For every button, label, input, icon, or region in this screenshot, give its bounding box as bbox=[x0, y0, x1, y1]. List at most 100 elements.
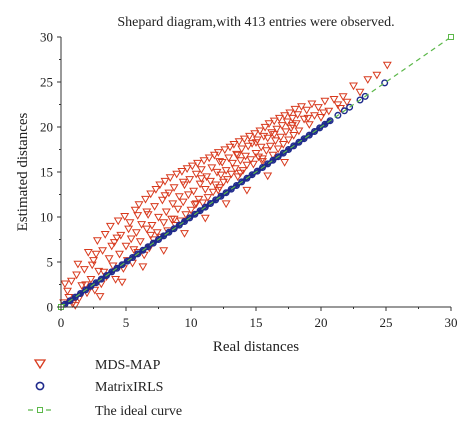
mds-map-point bbox=[216, 171, 226, 180]
mds-map-point bbox=[290, 105, 300, 114]
mds-map-point bbox=[193, 159, 202, 168]
mds-map-point bbox=[242, 161, 252, 170]
mds-map-point bbox=[287, 122, 297, 130]
mds-map-point bbox=[130, 206, 140, 215]
mds-map-point bbox=[165, 174, 175, 182]
legend-item-ideal-curve: The ideal curve bbox=[28, 404, 182, 419]
ideal-curve-line bbox=[60, 36, 452, 308]
mds-map-point bbox=[259, 132, 269, 141]
chart-title: Shepard diagram,with 413 entries were ob… bbox=[117, 15, 394, 30]
legend-item-mds-map: MDS-MAP bbox=[33, 358, 161, 373]
mds-map-point bbox=[178, 178, 188, 187]
matrixirls-point bbox=[227, 185, 235, 193]
mds-map-point bbox=[174, 193, 184, 201]
mds-map-point bbox=[342, 98, 352, 107]
mds-map-point bbox=[172, 170, 182, 179]
mds-map-point bbox=[79, 266, 89, 274]
mds-map-point bbox=[147, 222, 157, 230]
matrixirls-point bbox=[274, 153, 282, 161]
mds-map-point bbox=[133, 212, 143, 220]
mds-map-point bbox=[141, 195, 150, 204]
mds-map-point bbox=[224, 154, 234, 163]
mds-map-point bbox=[215, 158, 225, 166]
mds-map-point bbox=[117, 278, 127, 287]
matrixirls-point bbox=[346, 103, 354, 111]
mds-map-point bbox=[146, 231, 156, 240]
mds-map-point bbox=[195, 180, 205, 189]
mds-map-point bbox=[200, 214, 210, 223]
mds-map-point bbox=[186, 206, 196, 215]
mds-map-point bbox=[246, 156, 256, 164]
mds-map-point bbox=[237, 145, 247, 154]
mds-map-point bbox=[90, 286, 100, 295]
mds-map-point bbox=[313, 104, 323, 112]
mds-map-point bbox=[100, 231, 110, 239]
mds-map-point bbox=[160, 192, 170, 200]
matrixirls-point bbox=[279, 149, 287, 157]
mds-map-point bbox=[269, 117, 279, 126]
mds-map-point bbox=[196, 175, 206, 183]
mds-map-point bbox=[126, 235, 136, 244]
matrixirls-point bbox=[238, 178, 246, 186]
x-tick-label: 25 bbox=[380, 315, 393, 330]
mds-map-point bbox=[294, 127, 304, 136]
mds-map-point bbox=[233, 173, 243, 182]
mds-map-point bbox=[203, 194, 213, 202]
mds-map-point bbox=[89, 257, 98, 265]
mds-map-point bbox=[225, 143, 235, 152]
matrixirls-point bbox=[71, 293, 79, 301]
matrixirls-point bbox=[201, 203, 209, 211]
mds-map-point bbox=[189, 187, 199, 196]
mds-map-point bbox=[276, 133, 286, 142]
matrixirls-point bbox=[253, 167, 261, 175]
mds-map-point bbox=[304, 121, 314, 129]
mds-map-point bbox=[190, 201, 200, 209]
mds-map-point bbox=[181, 211, 191, 219]
mds-map-point bbox=[191, 200, 201, 209]
matrixirls-point bbox=[259, 163, 267, 171]
matrixirls-point bbox=[149, 239, 157, 247]
mds-map-point bbox=[185, 176, 195, 184]
matrixirls-point bbox=[87, 282, 95, 290]
mds-map-point bbox=[242, 186, 252, 195]
matrixirls-point bbox=[321, 120, 329, 128]
mds-map-point bbox=[302, 106, 312, 115]
mds-map-point bbox=[299, 115, 309, 124]
mds-map-point bbox=[265, 142, 275, 151]
matrixirls-point bbox=[217, 192, 225, 200]
mds-map-point bbox=[160, 177, 170, 186]
matrixirls-point bbox=[118, 261, 126, 269]
mds-map-point bbox=[125, 219, 135, 227]
mds-map-point bbox=[338, 93, 348, 101]
mds-map-point bbox=[81, 281, 91, 290]
matrixirls-point bbox=[128, 253, 136, 261]
mds-map-point bbox=[86, 276, 96, 284]
mds-map-point bbox=[104, 255, 114, 263]
mds-map-point bbox=[226, 170, 236, 179]
mds-map-point bbox=[73, 260, 83, 269]
legend-label-matrixirls: MatrixIRLS bbox=[95, 380, 163, 395]
mds-map-point bbox=[255, 127, 265, 136]
ideal-curve-point bbox=[448, 34, 454, 40]
y-tick-label: 20 bbox=[40, 120, 53, 135]
legend-label-mds-map: MDS-MAP bbox=[95, 358, 161, 373]
mds-map-point bbox=[121, 242, 131, 251]
matrixirls-point bbox=[269, 156, 277, 164]
mds-map-point bbox=[107, 242, 117, 251]
matrixirls-point bbox=[285, 145, 293, 153]
mds-map-point bbox=[182, 165, 192, 173]
mds-map-point bbox=[228, 159, 238, 168]
mds-map-point bbox=[264, 120, 274, 128]
matrixirls-point bbox=[248, 171, 256, 179]
legend-marker-mds-map-triangle bbox=[33, 359, 47, 370]
x-tick-label: 5 bbox=[123, 315, 130, 330]
mds-map-point bbox=[243, 142, 253, 151]
mds-map-point bbox=[77, 282, 87, 290]
mds-map-point bbox=[129, 246, 139, 254]
mds-map-point bbox=[207, 164, 217, 173]
mds-map-point bbox=[247, 140, 257, 148]
mds-map-point bbox=[196, 166, 206, 174]
mds-map-point bbox=[152, 229, 162, 237]
mds-map-point bbox=[198, 199, 208, 208]
